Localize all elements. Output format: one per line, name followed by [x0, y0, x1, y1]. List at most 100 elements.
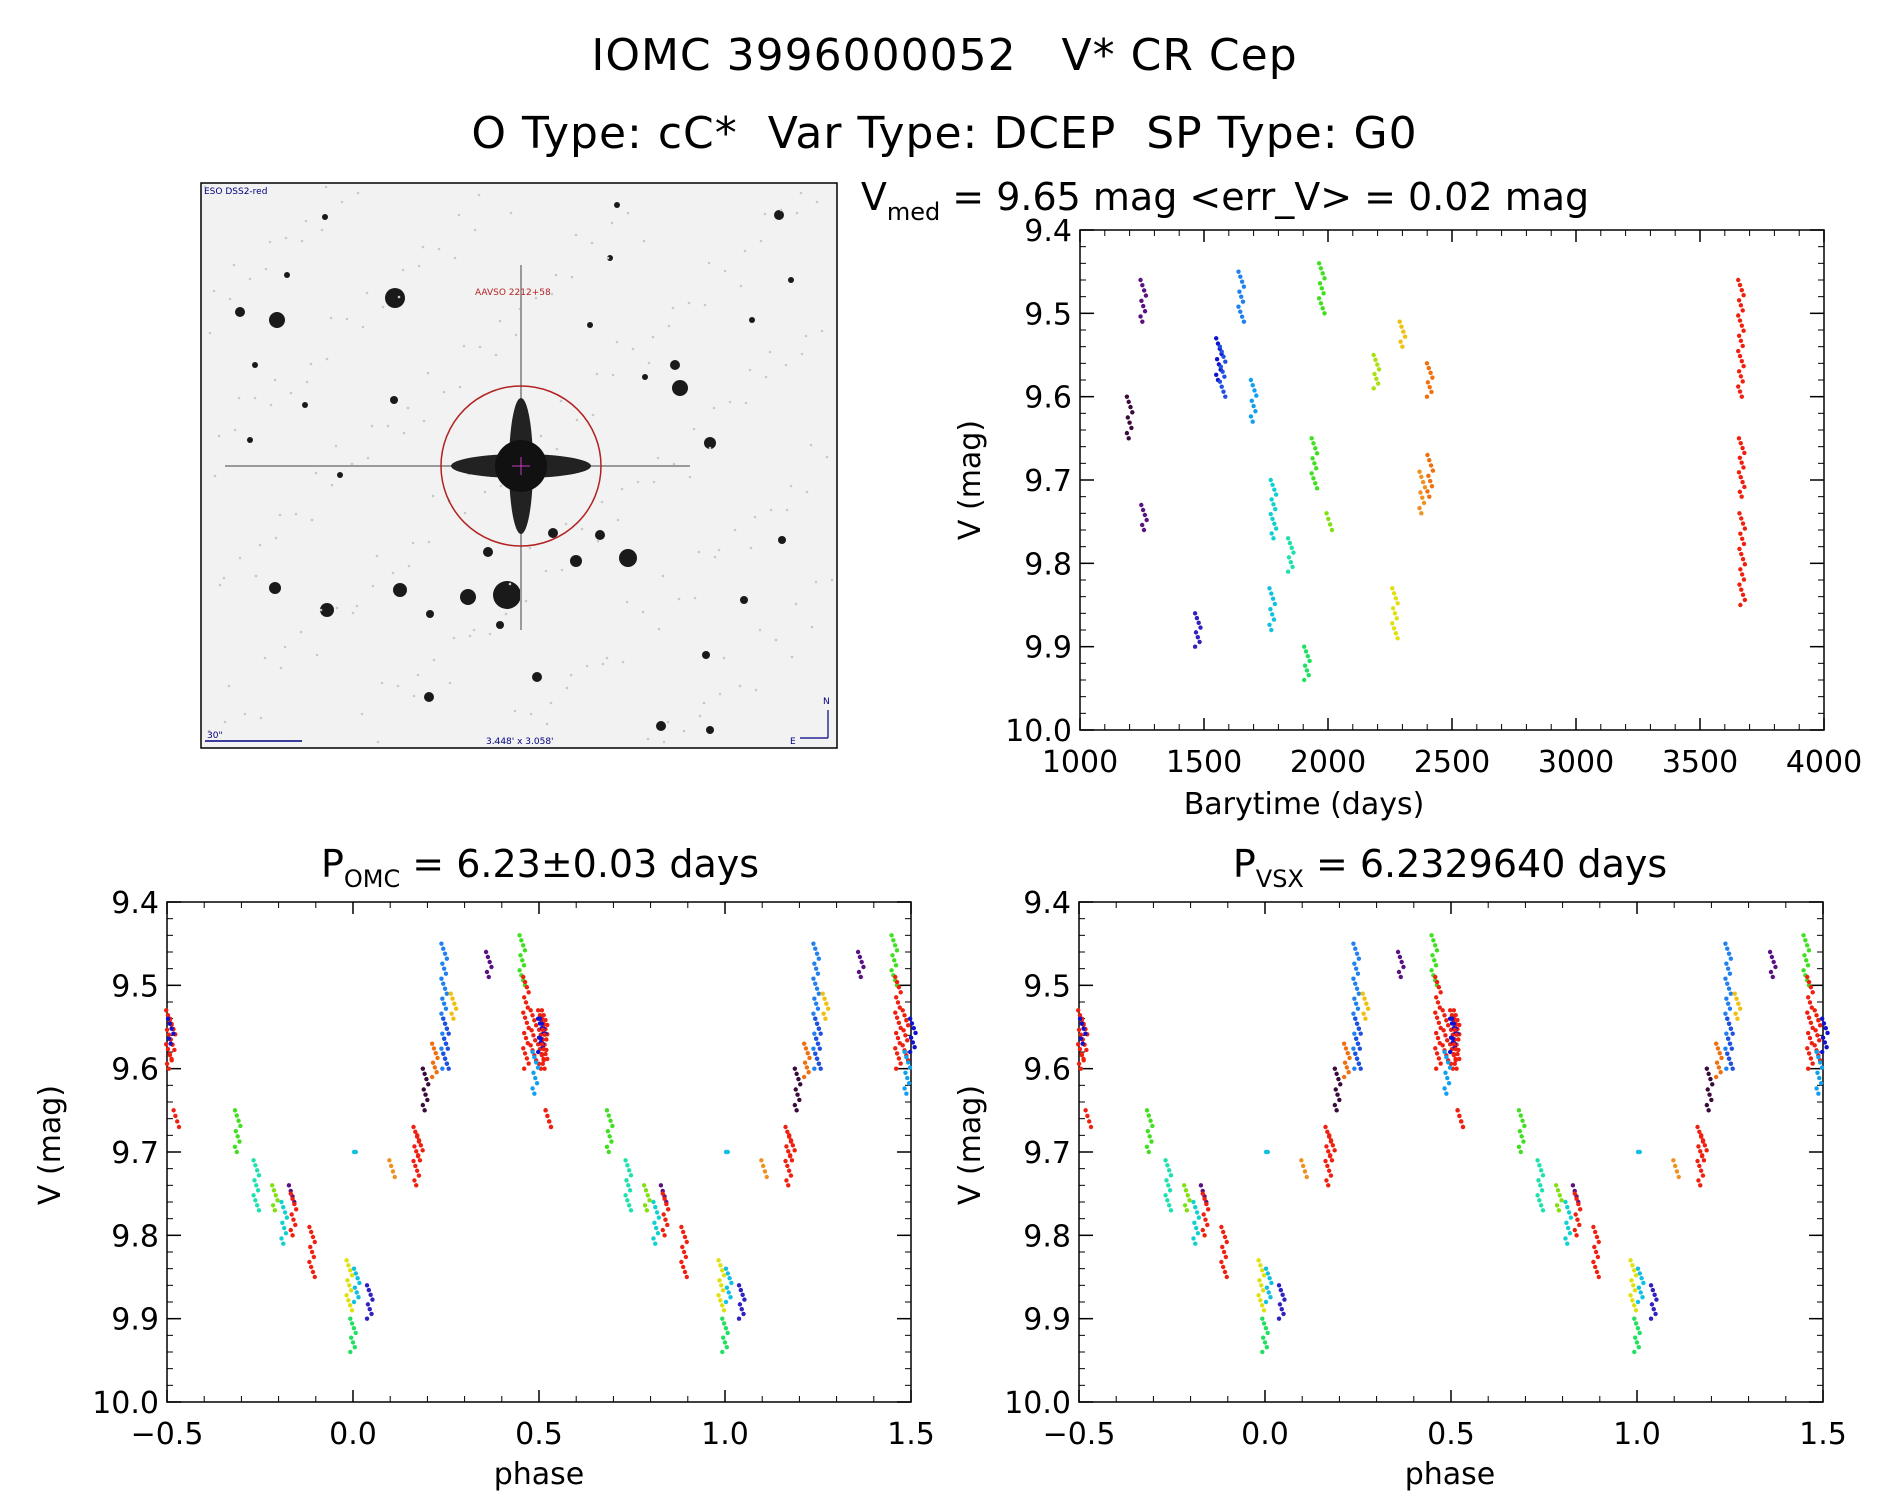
data-point	[1420, 479, 1426, 485]
data-point	[1263, 1266, 1269, 1271]
x-tick-label: 1500	[1166, 745, 1242, 780]
data-point	[1253, 409, 1258, 414]
sky-speckle	[620, 487, 624, 491]
data-point	[813, 981, 818, 986]
data-point	[1356, 1026, 1362, 1031]
data-point	[1653, 1311, 1658, 1317]
data-point	[1286, 555, 1292, 560]
data-point	[1516, 1144, 1522, 1149]
data-point	[654, 1210, 660, 1215]
data-point	[280, 1220, 285, 1226]
data-point	[1269, 531, 1274, 536]
sky-speckle	[421, 245, 425, 249]
data-point	[1556, 1208, 1562, 1213]
data-point	[795, 1092, 800, 1097]
data-point	[483, 949, 489, 955]
data-point	[1593, 1249, 1599, 1255]
data-point	[1358, 1066, 1363, 1071]
data-point	[1825, 1030, 1830, 1036]
data-point	[415, 1133, 420, 1138]
data-point	[655, 1231, 661, 1236]
data-point	[1444, 1055, 1449, 1060]
data-point	[1572, 1191, 1577, 1196]
sky-speckle	[299, 630, 303, 634]
data-point	[1219, 384, 1224, 389]
data-point	[623, 1193, 628, 1198]
data-point	[1299, 1158, 1304, 1163]
data-point	[1075, 1008, 1081, 1013]
data-point	[1632, 1288, 1638, 1293]
data-point	[1270, 612, 1275, 617]
sky-speckle	[758, 628, 762, 632]
data-point	[892, 943, 898, 948]
data-point	[348, 1316, 353, 1321]
sky-speckle	[692, 427, 696, 431]
data-point	[1727, 971, 1733, 976]
sky-speckle	[397, 295, 401, 299]
data-point	[1252, 388, 1257, 393]
data-point	[717, 1278, 722, 1283]
data-point	[1444, 1091, 1449, 1096]
data-point	[1433, 963, 1439, 968]
data-point	[272, 1208, 278, 1213]
data-point	[1554, 1203, 1560, 1208]
data-point	[1079, 1021, 1085, 1026]
data-point	[786, 1149, 791, 1154]
data-point	[418, 1143, 424, 1148]
data-point	[1143, 293, 1149, 298]
data-point	[1322, 276, 1327, 281]
data-point	[1432, 958, 1437, 963]
sky-speckle	[718, 692, 722, 696]
data-point	[1728, 1026, 1734, 1031]
data-point	[364, 1283, 370, 1288]
data-point	[1819, 1049, 1825, 1055]
scale-label: 30"	[207, 731, 223, 741]
data-point	[1352, 961, 1357, 966]
data-point	[254, 1183, 259, 1188]
sky-speckle	[375, 554, 379, 558]
data-point	[1236, 269, 1241, 274]
data-point	[823, 1016, 828, 1021]
data-point	[444, 956, 450, 961]
sky-speckle	[208, 331, 212, 335]
data-point	[540, 1061, 545, 1067]
data-point	[1563, 1236, 1568, 1241]
sky-speckle	[365, 291, 369, 295]
data-point	[1736, 298, 1742, 303]
sky-stars	[203, 185, 834, 744]
data-point	[1269, 627, 1274, 633]
data-point	[907, 1016, 913, 1021]
data-point	[741, 1311, 746, 1317]
data-point	[416, 1173, 422, 1178]
data-point	[1733, 1011, 1738, 1016]
data-point	[424, 1076, 429, 1082]
data-point	[293, 1222, 298, 1228]
data-point	[816, 1061, 822, 1066]
data-point	[1353, 981, 1358, 986]
data-point	[1279, 1306, 1284, 1312]
data-point	[1440, 1043, 1445, 1048]
data-point	[821, 1011, 826, 1016]
data-point	[1250, 383, 1255, 388]
data-point	[1342, 1060, 1348, 1065]
data-point	[906, 1081, 912, 1086]
sky-speckle	[437, 247, 441, 251]
sky-speckle	[457, 213, 461, 217]
sky-speckle	[539, 434, 543, 438]
data-point	[1390, 621, 1395, 626]
data-point	[787, 1133, 792, 1138]
data-point	[1372, 371, 1377, 377]
data-point	[545, 1113, 550, 1119]
data-point	[1637, 1330, 1642, 1336]
data-point	[1193, 1241, 1198, 1246]
data-point	[524, 1020, 530, 1026]
data-point	[1325, 1129, 1330, 1135]
data-point	[1271, 617, 1277, 622]
data-point	[1392, 611, 1398, 616]
data-point	[1741, 577, 1747, 582]
data-point	[653, 1225, 659, 1231]
sky-speckle	[478, 345, 482, 349]
data-point	[625, 1198, 630, 1203]
data-point	[1697, 1129, 1702, 1135]
data-point	[1126, 399, 1131, 405]
